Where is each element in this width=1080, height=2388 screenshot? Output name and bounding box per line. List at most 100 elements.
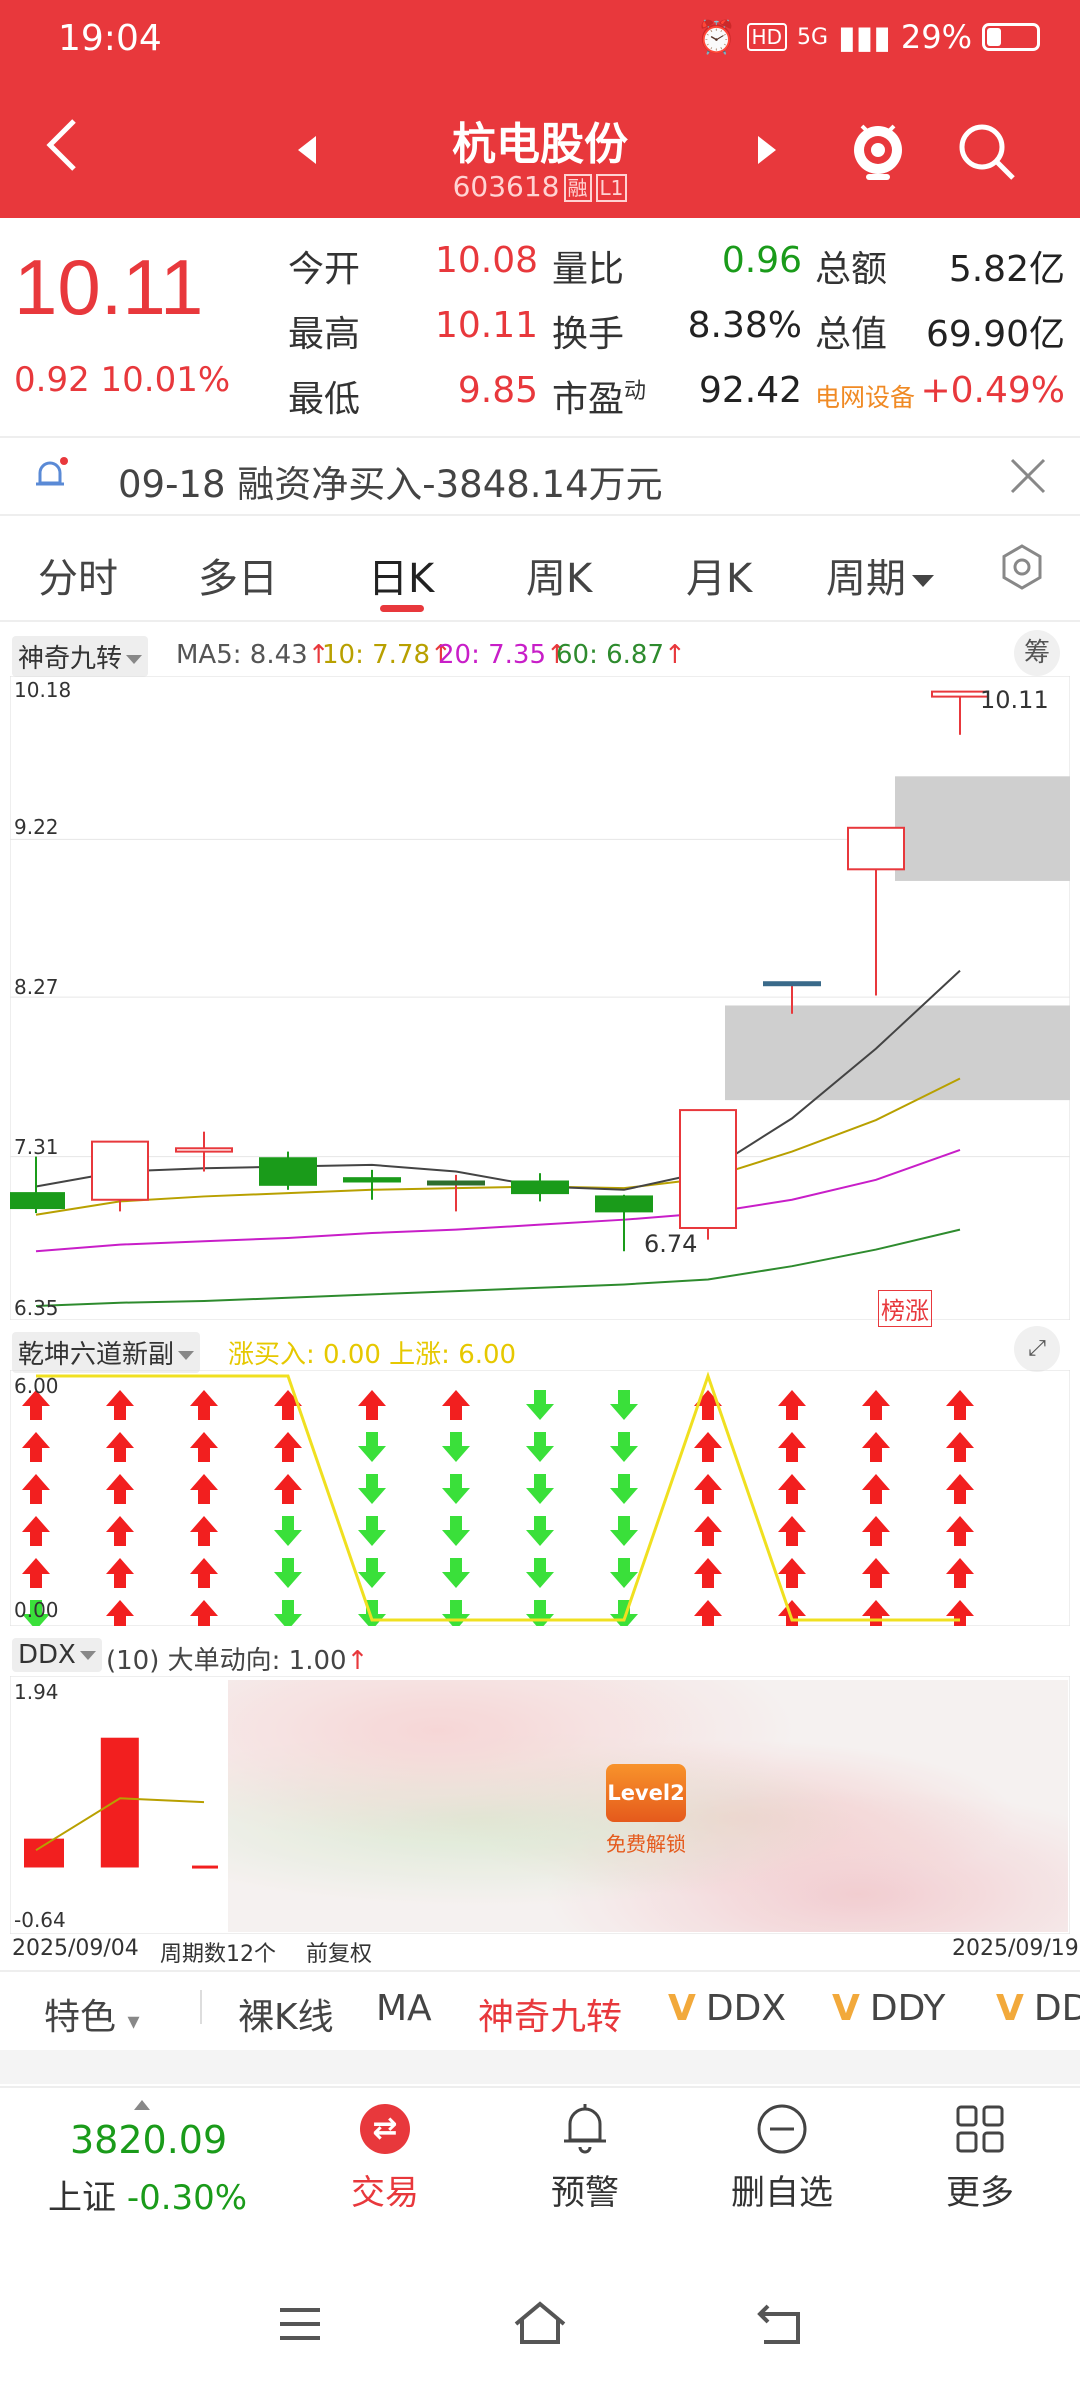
- sub2-axis-bottom: -0.64: [14, 1908, 66, 1932]
- indicator-naked-k[interactable]: 裸K线: [238, 1997, 334, 2038]
- tab-weekly-k[interactable]: 周K: [526, 556, 593, 602]
- feature-select[interactable]: 特色 ▾: [44, 1988, 140, 2040]
- ma60-label: 60: 6.87↑: [556, 640, 686, 670]
- up-arrow-mark: [862, 1600, 890, 1626]
- candle-body: [427, 1180, 485, 1186]
- sub2-indicator-select[interactable]: DDX: [12, 1638, 102, 1672]
- up-arrow-mark: [22, 1390, 50, 1420]
- system-nav: [0, 2266, 1080, 2388]
- prev-stock-button[interactable]: [298, 136, 316, 164]
- price-axis-4: 7.31: [14, 1135, 59, 1159]
- down-arrow-mark: [610, 1516, 638, 1546]
- close-icon[interactable]: [1008, 456, 1048, 496]
- down-arrow-mark: [526, 1558, 554, 1588]
- price-axis-3: 8.27: [14, 975, 59, 999]
- down-arrow-mark: [610, 1474, 638, 1504]
- sub2-values: (10) 大单动向: 1.00↑: [106, 1646, 369, 1676]
- search-icon[interactable]: [955, 120, 1019, 184]
- price-axis-2: 9.22: [14, 815, 59, 839]
- down-arrow-mark: [526, 1390, 554, 1420]
- support-zone: [725, 1005, 1070, 1101]
- candle-body: [931, 690, 989, 698]
- date-end: 2025/09/19: [952, 1936, 1079, 1961]
- up-arrow-mark: [274, 1474, 302, 1504]
- nav-remove-watchlist[interactable]: 删自选: [731, 2173, 833, 2213]
- margin-tag: 融: [563, 174, 592, 202]
- sub1-indicator-select[interactable]: 乾坤六道新副: [12, 1332, 201, 1373]
- tab-period[interactable]: 周期: [826, 546, 934, 604]
- index-row[interactable]: 上证 -0.30%: [48, 2170, 247, 2219]
- back-icon[interactable]: [40, 115, 84, 175]
- pe-label-sup: 动: [624, 379, 647, 404]
- adjust-mode[interactable]: 前复权: [306, 1942, 373, 1967]
- sector-change[interactable]: +0.49%: [920, 370, 1065, 411]
- trade-icon[interactable]: ⇄: [360, 2104, 410, 2154]
- vip-icon: V: [996, 1988, 1024, 2029]
- nav-more[interactable]: 更多: [946, 2173, 1014, 2213]
- menu-icon[interactable]: [276, 2304, 324, 2344]
- home-icon[interactable]: [510, 2298, 570, 2348]
- alarm-icon: ⏰: [696, 18, 737, 56]
- notice-text[interactable]: 09-18 融资净买入-3848.14万元: [118, 463, 663, 506]
- indicator-more[interactable]: V DD: [996, 1988, 1080, 2029]
- up-arrow-mark: [778, 1390, 806, 1420]
- up-arrow-mark: [22, 1516, 50, 1546]
- tab-multiday[interactable]: 多日: [198, 556, 278, 602]
- rank-rise-label[interactable]: 榜涨: [878, 1290, 932, 1327]
- settings-icon[interactable]: [998, 543, 1046, 591]
- chevron-down-icon: [178, 1351, 195, 1360]
- up-arrow-mark: [106, 1474, 134, 1504]
- up-arrow-mark: [862, 1558, 890, 1588]
- sub1-chart[interactable]: [10, 1370, 1070, 1626]
- more-grid-icon[interactable]: [955, 2104, 1005, 2154]
- up-arrow-mark: [946, 1432, 974, 1462]
- up-arrow-mark: [862, 1390, 890, 1420]
- main-indicator-select[interactable]: 神奇九转: [12, 636, 149, 677]
- nav-trade[interactable]: 交易: [351, 2173, 419, 2213]
- up-arrow-mark: [22, 1432, 50, 1462]
- up-arrow-mark: [190, 1516, 218, 1546]
- expand-icon[interactable]: ⤢: [1014, 1326, 1060, 1372]
- down-arrow-mark: [358, 1474, 386, 1504]
- chip-distribution-button[interactable]: 筹: [1014, 630, 1060, 676]
- remove-watchlist-icon[interactable]: [755, 2102, 809, 2156]
- up-arrow-mark: [694, 1516, 722, 1546]
- chart-frame: [10, 676, 1070, 1320]
- separator: [0, 2050, 1080, 2084]
- nav-alert[interactable]: 预警: [551, 2173, 619, 2213]
- level2-unlock-text[interactable]: 免费解锁: [606, 1832, 686, 1856]
- alarm-bell-icon[interactable]: [558, 2100, 612, 2156]
- up-arrow-mark: [442, 1390, 470, 1420]
- down-arrow-mark: [526, 1474, 554, 1504]
- level2-badge[interactable]: Level2: [606, 1764, 686, 1822]
- index-value[interactable]: 3820.09: [70, 2118, 228, 2162]
- indicator-ddx[interactable]: V DDX: [668, 1988, 786, 2029]
- robot-assistant-icon[interactable]: [848, 118, 908, 184]
- active-tab-indicator: [380, 605, 424, 612]
- tab-daily-k[interactable]: 日K: [368, 556, 435, 602]
- down-arrow-mark: [610, 1600, 638, 1626]
- divider: [200, 1990, 202, 2024]
- back-nav-icon[interactable]: [754, 2300, 806, 2346]
- indicator-ma[interactable]: MA: [376, 1988, 432, 2029]
- chevron-up-icon[interactable]: [134, 2100, 150, 2110]
- kline-chart[interactable]: [10, 676, 1070, 1320]
- change-value: 0.92: [14, 360, 90, 400]
- tab-intraday[interactable]: 分时: [38, 556, 118, 602]
- down-arrow-mark: [274, 1600, 302, 1626]
- indicator-magic-nine[interactable]: 神奇九转: [478, 1997, 623, 2038]
- down-arrow-mark: [526, 1516, 554, 1546]
- level-tag: L1: [595, 174, 628, 202]
- sub1-line: [36, 1371, 960, 1622]
- ddx-bar: [24, 1838, 64, 1868]
- turnover-rate-value: 8.38%: [687, 305, 802, 346]
- candle-body: [595, 1195, 653, 1213]
- next-stock-button[interactable]: [758, 136, 776, 164]
- sector-label[interactable]: 电网设备: [815, 383, 916, 412]
- up-arrow-mark: [694, 1474, 722, 1504]
- notice-bar[interactable]: [0, 436, 1080, 516]
- tab-monthly-k[interactable]: 月K: [686, 556, 753, 602]
- indicator-ddy[interactable]: V DDY: [832, 1988, 945, 2029]
- up-arrow-mark: [778, 1474, 806, 1504]
- sub2-chart[interactable]: [10, 1676, 1070, 1934]
